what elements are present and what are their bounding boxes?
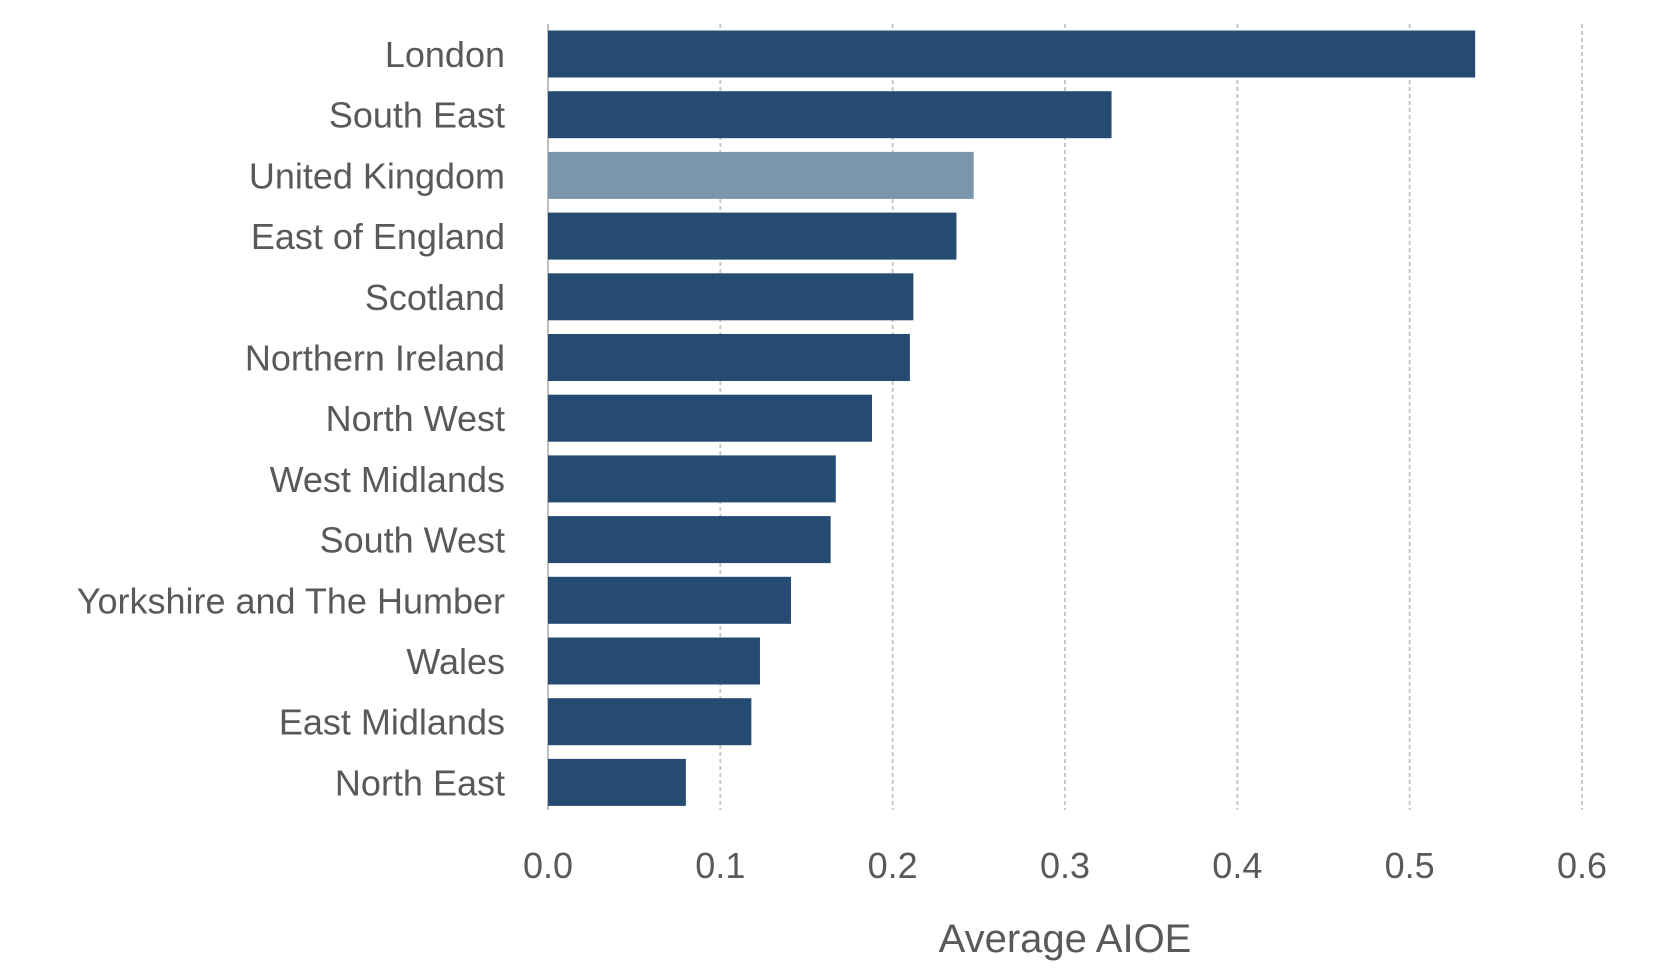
x-tick-label: 0.1 [695,845,745,886]
x-tick-label: 0.4 [1212,845,1262,886]
category-label: United Kingdom [249,155,505,196]
bar-united-kingdom [548,151,974,199]
category-label: West Midlands [270,459,505,500]
category-label: North West [326,398,505,439]
x-tick-label: 0.0 [523,845,573,886]
category-label: North East [335,762,505,803]
x-axis-title: Average AIOE [939,917,1192,961]
bar-east-of-england [548,212,957,260]
bars [548,30,1476,806]
x-tick-label: 0.3 [1040,845,1090,886]
bar-north-east [548,758,686,806]
category-labels: London South East United Kingdom East of En… [77,34,505,803]
bar-south-east [548,91,1112,139]
category-label: London [385,34,505,75]
bar-wales [548,637,760,685]
bar-london [548,30,1476,78]
bar-yorkshire-and-the-humber [548,576,791,624]
category-label: South East [329,95,505,136]
bar-northern-ireland [548,334,910,381]
category-label: Northern Ireland [245,338,505,379]
category-label: East of England [251,216,505,257]
bar-east-midlands [548,698,752,746]
category-label: East Midlands [279,702,505,743]
category-label: Yorkshire and The Humber [77,580,505,621]
x-tick-label: 0.6 [1557,845,1607,886]
category-label: Wales [406,641,505,682]
bar-scotland [548,273,914,321]
bar-south-west [548,516,831,564]
bar-north-west [548,394,872,442]
x-tick-label: 0.5 [1385,845,1435,886]
bar-west-midlands [548,455,836,503]
x-tick-labels: 0.0 0.1 0.2 0.3 0.4 0.5 0.6 [523,845,1607,886]
x-tick-label: 0.2 [868,845,918,886]
category-label: South West [320,520,505,561]
category-label: Scotland [365,277,505,318]
